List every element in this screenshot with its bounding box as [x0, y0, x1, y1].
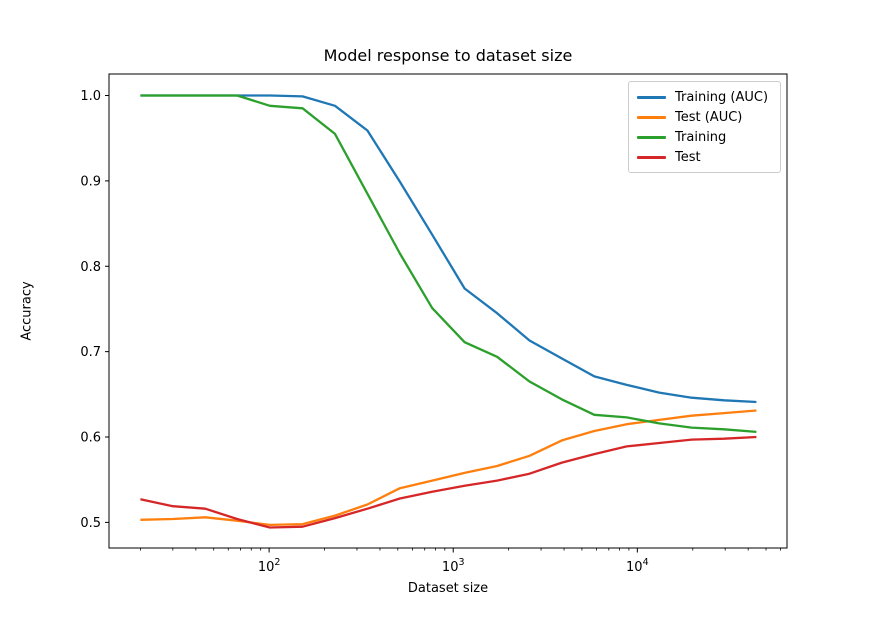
legend-line-sample	[637, 115, 666, 119]
legend-item-training-auc: Training (AUC)	[637, 87, 772, 107]
chart-title: Model response to dataset size	[323, 46, 573, 65]
x-axis-label: Dataset size	[407, 581, 489, 596]
y-tick-label: 0.9	[80, 174, 101, 189]
series-line-training-auc	[140, 94, 757, 404]
legend: Training (AUC) Test (AUC) Training Test	[628, 81, 781, 173]
y-tick-label: 0.8	[80, 260, 101, 275]
series-line-training	[140, 94, 757, 434]
legend-item-test: Test	[637, 147, 772, 167]
legend-line-sample	[637, 135, 666, 139]
series-line-test-auc	[140, 409, 757, 527]
series-line-test	[140, 435, 757, 529]
y-tick-label: 0.5	[80, 516, 101, 531]
y-tick-label: 0.7	[80, 345, 101, 360]
legend-label: Training	[675, 129, 727, 145]
y-axis-label: Accuracy	[19, 281, 35, 341]
x-tick-label: 103	[442, 557, 465, 575]
x-tick-label: 102	[258, 557, 281, 575]
legend-label: Test	[675, 149, 701, 165]
legend-label: Test (AUC)	[675, 109, 743, 125]
y-tick-label: 0.6	[80, 431, 101, 446]
legend-item-test-auc: Test (AUC)	[637, 107, 772, 127]
y-tick-label: 1.0	[80, 89, 101, 104]
legend-label: Training (AUC)	[675, 89, 769, 105]
legend-item-training: Training	[637, 127, 772, 147]
axes-spines	[108, 73, 788, 549]
x-tick-label: 104	[626, 557, 649, 575]
legend-line-sample	[637, 95, 666, 99]
legend-line-sample	[637, 155, 666, 159]
